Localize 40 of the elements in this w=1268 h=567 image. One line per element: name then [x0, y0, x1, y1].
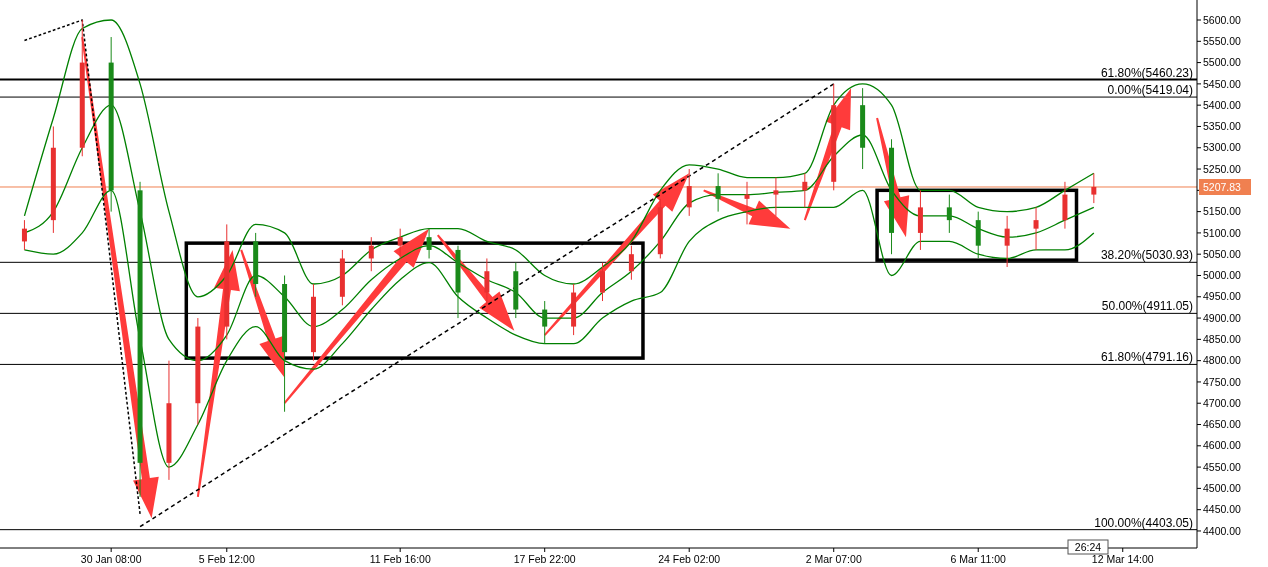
y-tick-label: 4750.00 — [1203, 375, 1242, 388]
y-tick-label: 5450.00 — [1203, 77, 1242, 90]
y-tick-label: 4850.00 — [1203, 333, 1242, 346]
ref-line-label: 100.00%(4403.05) — [1094, 515, 1193, 530]
y-tick-label: 5050.00 — [1203, 247, 1242, 260]
ref-line-label: 61.80%(5460.23) — [1100, 65, 1193, 80]
x-tick-label: 24 Feb 02:00 — [658, 553, 721, 565]
y-tick-label: 5500.00 — [1203, 56, 1242, 69]
x-tick-label: 12 Mar 14:00 — [1091, 553, 1154, 565]
x-tick-label: 2 Mar 07:00 — [805, 553, 862, 565]
y-tick-label: 4650.00 — [1203, 418, 1242, 431]
y-tick-label: 4500.00 — [1203, 482, 1242, 495]
y-tick-label: 5400.00 — [1203, 98, 1242, 111]
ref-line-label: 5207.83 — [1203, 180, 1242, 193]
x-tick-label: 17 Feb 22:00 — [513, 553, 576, 565]
y-tick-label: 5600.00 — [1203, 13, 1242, 26]
ref-line-label: 50.00%(4911.05) — [1101, 299, 1193, 314]
y-tick-label: 4950.00 — [1203, 290, 1242, 303]
y-tick-label: 4400.00 — [1203, 524, 1242, 537]
x-tick-label: 6 Mar 11:00 — [950, 553, 1007, 565]
x-tick-label: 11 Feb 16:00 — [369, 553, 431, 565]
y-tick-label: 5100.00 — [1203, 226, 1242, 239]
y-tick-label: 5250.00 — [1203, 162, 1242, 175]
x-tick-label: 30 Jan 08:00 — [80, 553, 142, 565]
x-tick-label: 5 Feb 12:00 — [198, 553, 255, 565]
y-tick-label: 4450.00 — [1203, 503, 1242, 516]
y-tick-label: 4900.00 — [1203, 311, 1242, 324]
ref-line-label: 0.00%(5419.04) — [1107, 83, 1193, 98]
annotation: 26:24 — [1074, 540, 1102, 553]
y-tick-label: 4600.00 — [1203, 439, 1242, 452]
y-tick-label: 5300.00 — [1203, 141, 1242, 154]
y-tick-label: 5550.00 — [1203, 34, 1242, 47]
ref-line-label: 61.80%(4791.16) — [1100, 350, 1193, 365]
ref-line-label: 38.20%(5030.93) — [1100, 248, 1193, 263]
y-tick-label: 4800.00 — [1203, 354, 1242, 367]
y-tick-label: 5150.00 — [1203, 205, 1242, 218]
y-tick-label: 5000.00 — [1203, 269, 1242, 282]
y-tick-label: 4700.00 — [1203, 396, 1242, 409]
y-tick-label: 5350.00 — [1203, 120, 1242, 133]
y-tick-label: 4550.00 — [1203, 460, 1242, 473]
